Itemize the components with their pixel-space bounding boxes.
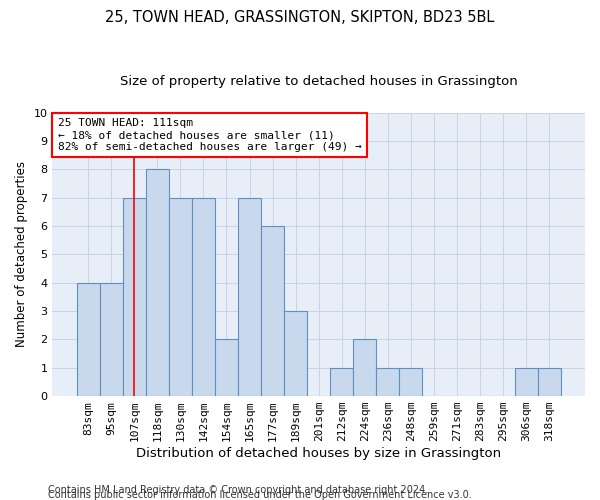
- Bar: [284, 311, 307, 396]
- Bar: [238, 198, 261, 396]
- Bar: [261, 226, 284, 396]
- Bar: [538, 368, 561, 396]
- Bar: [169, 198, 192, 396]
- Bar: [376, 368, 400, 396]
- Text: Contains HM Land Registry data © Crown copyright and database right 2024.: Contains HM Land Registry data © Crown c…: [48, 485, 428, 495]
- Bar: [100, 283, 123, 396]
- Bar: [77, 283, 100, 396]
- Text: 25, TOWN HEAD, GRASSINGTON, SKIPTON, BD23 5BL: 25, TOWN HEAD, GRASSINGTON, SKIPTON, BD2…: [106, 10, 494, 25]
- X-axis label: Distribution of detached houses by size in Grassington: Distribution of detached houses by size …: [136, 447, 501, 460]
- Text: 25 TOWN HEAD: 111sqm
← 18% of detached houses are smaller (11)
82% of semi-detac: 25 TOWN HEAD: 111sqm ← 18% of detached h…: [58, 118, 361, 152]
- Title: Size of property relative to detached houses in Grassington: Size of property relative to detached ho…: [120, 75, 518, 88]
- Bar: [515, 368, 538, 396]
- Y-axis label: Number of detached properties: Number of detached properties: [15, 162, 28, 348]
- Bar: [215, 340, 238, 396]
- Bar: [330, 368, 353, 396]
- Bar: [123, 198, 146, 396]
- Text: Contains public sector information licensed under the Open Government Licence v3: Contains public sector information licen…: [48, 490, 472, 500]
- Bar: [353, 340, 376, 396]
- Bar: [400, 368, 422, 396]
- Bar: [146, 170, 169, 396]
- Bar: [192, 198, 215, 396]
